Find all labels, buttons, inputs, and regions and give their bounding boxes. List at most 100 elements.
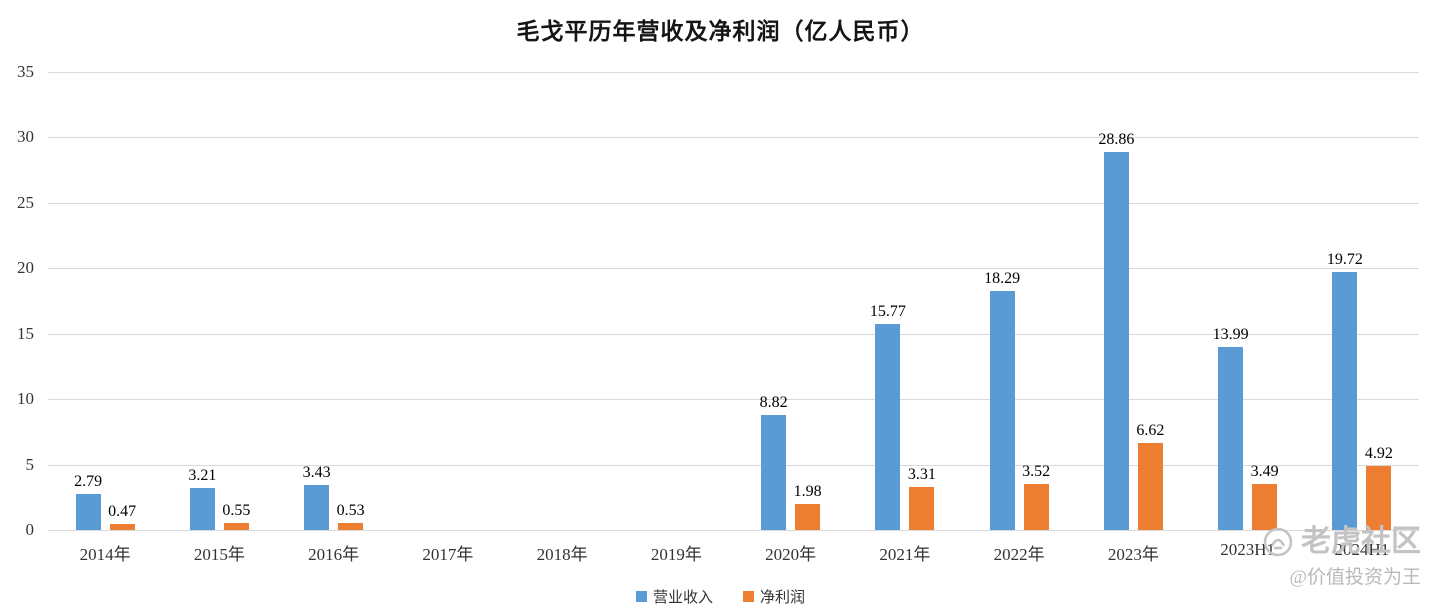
x-tick-label: 2017年	[422, 545, 474, 564]
bar-slot: 15.77	[870, 72, 906, 530]
bar	[223, 522, 249, 530]
gridline	[48, 137, 1419, 139]
bar	[1332, 271, 1358, 530]
gridline	[48, 72, 1419, 73]
x-tick-label: 2018年	[536, 545, 588, 564]
bar-slot: 18.29	[984, 72, 1020, 530]
bar	[1137, 443, 1163, 530]
bar-slot: 3.31	[908, 72, 936, 530]
bar	[1103, 152, 1129, 530]
bar-group: 8.82 1.98	[734, 72, 848, 530]
bar-value-label: 15.77	[869, 302, 906, 320]
bar	[989, 290, 1015, 530]
gridline	[48, 399, 1419, 401]
y-tick-label: 10	[17, 389, 34, 409]
bar	[75, 493, 101, 530]
bar-value-label: 28.86	[1098, 131, 1135, 149]
bar-group	[619, 72, 733, 530]
gridline	[48, 333, 1419, 335]
x-tick-label: 2020年	[765, 545, 817, 564]
bar-value-label: 0.53	[336, 502, 365, 520]
bar-value-label: 1.98	[793, 483, 822, 501]
bar-slot: 3.43	[302, 72, 331, 530]
y-tick-label: 0	[25, 520, 35, 539]
y-tick-label: 5	[25, 454, 35, 474]
gridline	[48, 202, 1419, 204]
bar-group: 3.43 0.53	[277, 72, 391, 530]
bar-slot: 3.52	[1022, 72, 1051, 530]
bar-value-label: 18.29	[984, 269, 1021, 287]
gridline	[48, 464, 1419, 466]
bar-value-label: 0.47	[108, 502, 137, 520]
legend-item-profit: 净利润	[743, 586, 805, 607]
bar-group: 2.79 0.47	[48, 72, 162, 530]
bar-group: 13.99 3.49	[1191, 72, 1305, 530]
y-tick-label: 15	[17, 323, 34, 343]
bar-group: 19.72 4.92	[1305, 72, 1419, 530]
bar-value-label: 3.43	[302, 464, 331, 482]
bar-slot: 0.55	[222, 72, 251, 530]
x-tick-label: 2016年	[308, 545, 360, 564]
bar	[795, 504, 821, 530]
bar-group: 3.21 0.55	[162, 72, 276, 530]
bar-slot: 13.99	[1213, 72, 1249, 530]
legend-label-profit: 净利润	[760, 590, 806, 606]
bar	[304, 485, 330, 530]
bar-value-label: 3.49	[1250, 463, 1279, 481]
bar-slot: 6.62	[1136, 72, 1164, 530]
bar-value-label: 13.99	[1212, 325, 1249, 343]
bar	[909, 486, 935, 530]
bar-value-label: 0.55	[222, 501, 251, 519]
bar-slot: 0.47	[108, 72, 137, 530]
watermark: 老虎社区 @价值投资为王	[1263, 525, 1421, 589]
x-tick-label: 2022年	[993, 545, 1045, 564]
x-tick-label: 2019年	[650, 545, 702, 564]
gridline	[48, 530, 1419, 531]
bar-slot: 8.82	[759, 72, 788, 530]
bar-slot	[533, 72, 558, 530]
profit-swatch-icon	[743, 591, 754, 602]
x-tick-label: 2015年	[193, 545, 245, 564]
y-tick-label: 35	[17, 62, 34, 81]
revenue-swatch-icon	[635, 591, 647, 602]
bar	[761, 414, 787, 530]
bar-slot	[567, 72, 592, 530]
bar	[875, 323, 901, 530]
bar-slot: 0.53	[336, 72, 365, 530]
bar-value-label: 3.52	[1022, 462, 1051, 480]
x-tick-label: 2024H1	[1334, 540, 1390, 559]
tiger-community-logo-icon	[1263, 527, 1293, 557]
bar-slot: 1.98	[793, 72, 822, 530]
gridline	[48, 268, 1419, 270]
bar-group	[505, 72, 619, 530]
bar	[189, 488, 215, 530]
legend: 营业收入 净利润	[0, 586, 1441, 607]
bar	[1218, 346, 1244, 530]
bar-group	[391, 72, 505, 530]
bar-value-label: 8.82	[759, 393, 788, 411]
bar	[1252, 484, 1278, 530]
legend-item-revenue: 营业收入	[635, 586, 713, 607]
bar-groups: 2.79 0.47 3.21 0.55 3.43 0.53 8.82 1.98 15.77 3.3…	[48, 72, 1419, 530]
bar	[109, 523, 135, 530]
bar-group: 15.77 3.31	[848, 72, 962, 530]
bar-slot	[452, 72, 477, 530]
bar-slot: 4.92	[1365, 72, 1393, 530]
y-tick-label: 25	[17, 192, 34, 212]
y-tick-label: 20	[17, 258, 34, 278]
chart-title: 毛戈平历年营收及净利润（亿人民币）	[516, 19, 925, 44]
x-tick-label: 2023年	[1107, 545, 1159, 564]
x-axis: 2014年 2015年 2016年 2017年 2018年 2019年 2020年 2021年…	[48, 540, 1419, 565]
plot-area: 2.79 0.47 3.21 0.55 3.43 0.53 8.82 1.98 15.77 3.3…	[48, 72, 1419, 531]
watermark-brand: 老虎社区	[1301, 525, 1421, 559]
bar-slot: 3.21	[188, 72, 217, 530]
bar	[1023, 483, 1049, 530]
bar-slot: 3.49	[1250, 72, 1279, 530]
y-tick-label: 30	[17, 127, 34, 147]
bar-value-label: 2.79	[74, 472, 103, 490]
bar-group: 18.29 3.52	[962, 72, 1076, 530]
bar-value-label: 3.21	[188, 467, 217, 484]
bar-slot: 2.79	[74, 72, 103, 530]
bar	[1366, 465, 1392, 530]
